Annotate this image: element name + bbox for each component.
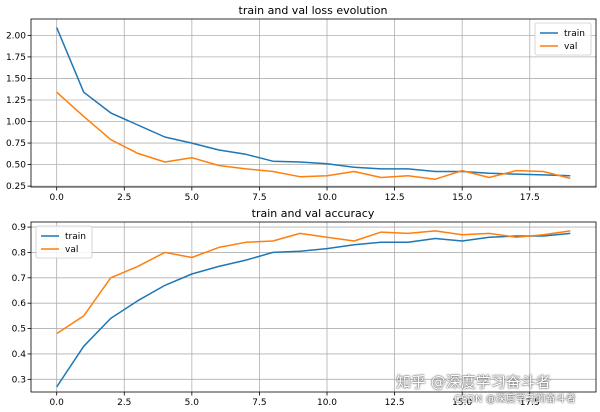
y-tick-label: 0.50 (6, 161, 26, 171)
plot-frame (30, 221, 597, 393)
legend: train val (534, 22, 592, 56)
plot-frame (30, 18, 597, 188)
accuracy-chart: train and val accuracy 0.0 2.5 5.0 7.5 10.0 1… (12, 207, 597, 408)
x-tick-label: 0.0 (50, 398, 65, 408)
x-tick-label: 17.5 (520, 193, 540, 203)
y-tick-label: 0.7 (12, 274, 26, 284)
y-tick-label: 1.75 (6, 53, 26, 63)
x-tick-label: 12.5 (385, 193, 405, 203)
legend-label-train: train (564, 29, 585, 39)
x-tick-label: 5.0 (185, 398, 200, 408)
loss-chart-title: train and val loss evolution (239, 4, 388, 17)
x-tick-label: 10.0 (317, 398, 337, 408)
x-tick-label: 2.5 (117, 193, 131, 203)
y-tick-label: 1.25 (6, 96, 26, 106)
y-tick-label: 0.5 (12, 325, 26, 335)
y-tick-label: 0.75 (6, 139, 26, 149)
y-tick-label: 0.4 (12, 350, 27, 360)
x-tick-label: 7.5 (252, 193, 266, 203)
legend: train val (35, 225, 93, 259)
accuracy-chart-title: train and val accuracy (252, 207, 375, 220)
legend-box (534, 22, 592, 56)
y-tick-label: 0.9 (12, 223, 27, 233)
legend-label-val: val (65, 245, 78, 255)
x-tick-label: 10.0 (317, 193, 337, 203)
series-line-train (56, 27, 571, 177)
x-tick-label: 15.0 (452, 193, 472, 203)
x-tick-label: 5.0 (185, 193, 200, 203)
loss-chart: train and val loss evolution 0.0 2.5 5.0 7.… (6, 4, 597, 203)
y-tick-label: 0.8 (12, 248, 27, 258)
watermark-main: 知乎 @深度学习奋斗者 (396, 373, 551, 391)
series-line-val (56, 91, 571, 180)
y-tick-label: 0.3 (12, 375, 26, 385)
legend-label-val: val (564, 42, 577, 52)
x-tick-label: 2.5 (117, 398, 131, 408)
y-tick-label: 1.00 (6, 118, 26, 128)
legend-label-train: train (65, 232, 86, 242)
x-tick-label: 0.0 (50, 193, 65, 203)
series-line-val (56, 230, 571, 335)
x-tick-label: 7.5 (252, 398, 266, 408)
y-tick-label: 2.00 (6, 31, 26, 41)
series-line-train (56, 232, 571, 388)
y-tick-label: 1.50 (6, 74, 26, 84)
watermark-sub: CSDN @深度学习的奋斗者 (454, 394, 576, 405)
y-tick-label: 0.6 (12, 299, 27, 309)
x-tick-label: 17.5 (520, 398, 540, 408)
x-tick-label: 12.5 (385, 398, 405, 408)
y-tick-label: 0.25 (6, 182, 26, 192)
legend-box (35, 225, 93, 259)
x-tick-label: 15.0 (452, 398, 472, 408)
